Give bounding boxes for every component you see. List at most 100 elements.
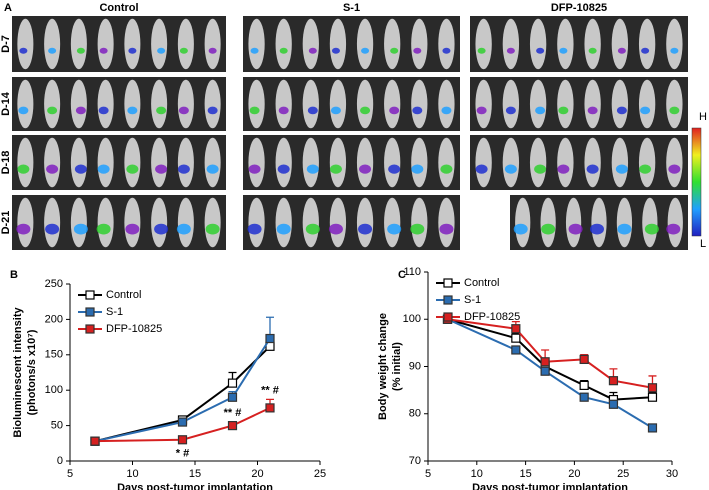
mouse bbox=[248, 79, 265, 129]
signal bbox=[668, 164, 681, 174]
signal bbox=[387, 223, 402, 235]
marker bbox=[647, 383, 658, 393]
y-tick-label: 100 bbox=[45, 384, 63, 396]
y-tick-label: 150 bbox=[45, 349, 63, 361]
signal bbox=[413, 47, 422, 54]
mouse bbox=[565, 197, 582, 248]
mouse bbox=[204, 79, 221, 129]
signal bbox=[616, 106, 627, 115]
mouse bbox=[557, 18, 574, 70]
x-tick-label: 20 bbox=[251, 468, 263, 480]
mouse bbox=[638, 79, 656, 129]
signal bbox=[559, 47, 568, 54]
mouse bbox=[97, 137, 114, 188]
signal bbox=[17, 164, 30, 174]
signal bbox=[506, 47, 515, 54]
signal bbox=[513, 223, 528, 235]
signal bbox=[249, 106, 260, 115]
signal bbox=[535, 106, 546, 115]
x-tick-label: 15 bbox=[189, 468, 201, 480]
signal bbox=[206, 164, 219, 174]
mouse bbox=[204, 137, 221, 188]
mouse bbox=[475, 137, 492, 188]
marker bbox=[227, 378, 238, 388]
signal bbox=[536, 47, 545, 54]
series-line bbox=[94, 337, 271, 443]
marker bbox=[265, 403, 275, 413]
marker bbox=[608, 399, 619, 409]
signal bbox=[568, 223, 583, 235]
legend-label: S-1 bbox=[106, 306, 123, 318]
mouse bbox=[302, 79, 319, 129]
mouse bbox=[124, 137, 141, 188]
series-line bbox=[447, 318, 653, 389]
mouse bbox=[275, 79, 292, 129]
mouse bbox=[667, 197, 683, 248]
signal bbox=[505, 106, 516, 115]
mouse bbox=[557, 137, 574, 188]
series-line bbox=[94, 406, 271, 443]
mouse bbox=[151, 197, 168, 248]
signal bbox=[205, 223, 220, 235]
mouse bbox=[248, 18, 265, 70]
signal bbox=[389, 106, 400, 115]
mouse bbox=[611, 18, 629, 70]
panel-label: C bbox=[398, 269, 406, 281]
signal bbox=[45, 223, 60, 235]
signal bbox=[176, 223, 191, 235]
mouse bbox=[584, 79, 601, 129]
signal bbox=[305, 223, 320, 235]
annotation: * # bbox=[176, 448, 189, 460]
y-tick-label: 200 bbox=[45, 313, 63, 325]
x-tick-label: 30 bbox=[666, 468, 678, 480]
mouse bbox=[529, 18, 547, 70]
mouse bbox=[438, 18, 455, 70]
legend-label: Control bbox=[464, 277, 499, 289]
mouse bbox=[515, 197, 531, 248]
mouse bbox=[611, 137, 629, 188]
marker bbox=[579, 392, 589, 402]
signal bbox=[276, 223, 291, 235]
signal bbox=[97, 164, 110, 174]
mouse bbox=[502, 18, 520, 70]
mouse bbox=[438, 79, 455, 129]
mouse bbox=[611, 79, 629, 129]
mouse bbox=[151, 79, 168, 129]
marker bbox=[265, 333, 275, 344]
x-tick-label: 20 bbox=[568, 468, 580, 480]
signal bbox=[308, 47, 317, 54]
row-label: D-18 bbox=[0, 151, 12, 175]
row-label: D-14 bbox=[0, 91, 12, 116]
mouse bbox=[97, 79, 114, 129]
mouse bbox=[329, 18, 347, 70]
signal bbox=[615, 164, 628, 174]
mouse bbox=[97, 197, 114, 248]
image-tile bbox=[243, 16, 460, 72]
signal bbox=[330, 106, 341, 115]
mouse bbox=[329, 137, 347, 188]
image-tile bbox=[243, 135, 460, 190]
mouse bbox=[124, 79, 141, 129]
mouse bbox=[177, 197, 194, 248]
signal bbox=[156, 106, 167, 115]
signal bbox=[127, 106, 138, 115]
series-line bbox=[447, 318, 653, 401]
y-tick-label: 90 bbox=[409, 360, 421, 372]
signal bbox=[586, 164, 599, 174]
mouse bbox=[584, 137, 601, 188]
signal bbox=[278, 106, 289, 115]
signal bbox=[279, 47, 288, 54]
marker bbox=[511, 333, 521, 343]
mouse bbox=[17, 79, 34, 129]
marker bbox=[511, 345, 521, 355]
signal bbox=[19, 47, 28, 54]
mouse bbox=[70, 137, 87, 188]
legend-marker bbox=[85, 307, 95, 317]
mouse bbox=[44, 79, 61, 129]
signal bbox=[440, 164, 453, 174]
signal bbox=[476, 106, 487, 115]
mouse bbox=[124, 18, 141, 70]
legend-marker bbox=[443, 312, 453, 322]
mouse bbox=[124, 197, 141, 248]
signal bbox=[98, 106, 109, 115]
